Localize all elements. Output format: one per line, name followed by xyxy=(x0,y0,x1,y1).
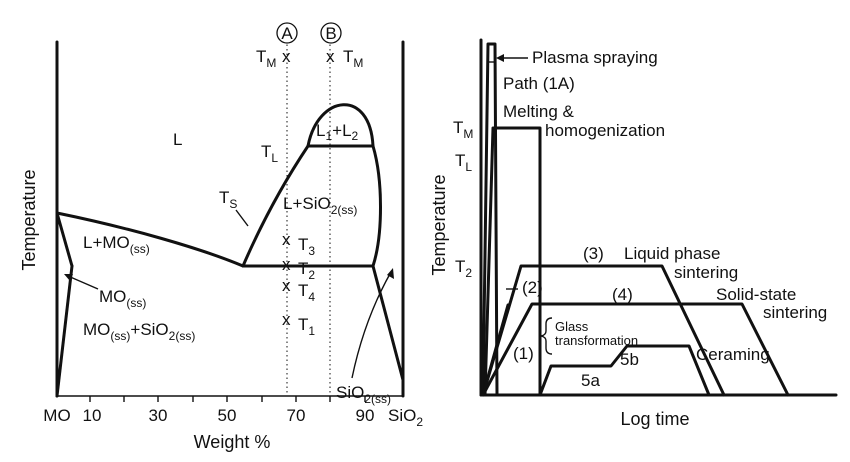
composition-marker-a: A xyxy=(276,22,298,44)
melt-homogenize-path xyxy=(483,126,542,397)
svg-text:A: A xyxy=(281,24,293,43)
silica-liquidus-right xyxy=(371,144,382,268)
region-liquid: L xyxy=(173,130,182,149)
svg-text:10: 10 xyxy=(83,406,102,425)
x-marker-t4: x xyxy=(282,276,291,295)
region-liquid-silica: L+SiO2(ss) xyxy=(283,194,357,217)
region-mo-ss: MO(ss) xyxy=(99,287,146,310)
mo-solidus xyxy=(55,211,74,268)
step-5a-label: 5a xyxy=(581,371,600,390)
ceraming-path xyxy=(538,344,711,397)
glass-label-line1: Glass xyxy=(555,319,589,334)
level-label-tm: TM xyxy=(453,118,473,141)
temp-label-ts: TS xyxy=(219,188,237,211)
composition-marker-b: B xyxy=(320,22,342,44)
svg-text:50: 50 xyxy=(218,406,237,425)
path-1a-label: Path (1A) xyxy=(503,74,575,93)
region-two-solids: MO(ss)+SiO2(ss) xyxy=(83,320,195,343)
melting-label-line2: homogenization xyxy=(545,121,665,140)
melting-label-line1: Melting & xyxy=(503,102,575,121)
glass-path xyxy=(481,303,510,397)
mo-liquidus-curve xyxy=(55,211,245,268)
temp-label-tm-b: TM xyxy=(343,47,363,70)
region-liquid-mo: L+MO(ss) xyxy=(83,233,150,256)
path-1-label: (1) xyxy=(513,344,534,363)
level-label-tl: TL xyxy=(455,151,472,174)
liquid-phase-label-line2: sintering xyxy=(674,263,738,282)
plasma-spraying-label: Plasma spraying xyxy=(532,48,658,67)
silica-liquidus-curve xyxy=(241,144,310,268)
region-silica-ss: SiO2(ss) xyxy=(336,383,391,406)
solid-state-sintering-path xyxy=(481,302,790,397)
x-marker-t3: x xyxy=(282,230,291,249)
temp-label-t1: T1 xyxy=(298,315,315,338)
svg-text:90: 90 xyxy=(356,406,375,425)
mo-solvus xyxy=(55,264,74,398)
phase-diagram: A B L L1+L2 L+SiO2(ss) L+MO(ss) MO(ss) M… xyxy=(19,22,423,452)
temp-label-tm-a: TM xyxy=(256,47,276,70)
x-marker-tm-b: x xyxy=(326,47,335,66)
x-ticks xyxy=(89,396,366,402)
temp-label-t4: T4 xyxy=(298,281,315,304)
left-x-axis-label: Weight % xyxy=(194,432,271,452)
right-y-axis-label: Temperature xyxy=(429,174,449,275)
svg-text:70: 70 xyxy=(287,406,306,425)
ceraming-label: Ceraming xyxy=(696,345,770,364)
step-5b-label: 5b xyxy=(620,350,639,369)
svg-text:B: B xyxy=(325,24,336,43)
glass-transformation-brace xyxy=(540,317,553,355)
solid-state-label-line1: Solid-state xyxy=(716,285,796,304)
ts-pointer xyxy=(235,209,249,227)
path-3-label: (3) xyxy=(583,244,604,263)
mo-ss-arrow xyxy=(64,274,99,290)
left-y-axis-label: Temperature xyxy=(19,169,39,270)
plasma-arrow xyxy=(496,54,528,62)
process-paths-diagram: TM TL T2 Plasma spraying Path (1A) Melti… xyxy=(429,38,838,429)
right-x-axis-label: Log time xyxy=(620,409,689,429)
silica-ss-arrow xyxy=(351,268,394,379)
plasma-spray-path xyxy=(481,42,499,397)
x-tick-labels: MO 10 30 50 70 90 xyxy=(43,406,374,425)
x-tick-label-sio2: SiO2 xyxy=(388,406,423,429)
temp-label-tl: TL xyxy=(261,142,278,165)
path-4-label: (4) xyxy=(612,285,633,304)
glass-label-line2: transformation xyxy=(555,333,638,348)
temp-label-t2: T2 xyxy=(298,259,315,282)
temp-label-t3: T3 xyxy=(298,235,315,258)
silica-solvus xyxy=(371,264,405,382)
miscibility-gap xyxy=(306,103,375,148)
x-marker-t2: x xyxy=(282,255,291,274)
solid-state-label-line2: sintering xyxy=(763,303,827,322)
liquid-phase-label-line1: Liquid phase xyxy=(624,244,720,263)
x-marker-t1: x xyxy=(282,310,291,329)
svg-text:MO: MO xyxy=(43,406,70,425)
svg-text:30: 30 xyxy=(149,406,168,425)
region-two-liquids: L1+L2 xyxy=(316,121,359,143)
x-marker-tm-a: x xyxy=(282,47,291,66)
path-2-label: (2) xyxy=(522,278,543,297)
level-label-t2: T2 xyxy=(455,257,472,280)
